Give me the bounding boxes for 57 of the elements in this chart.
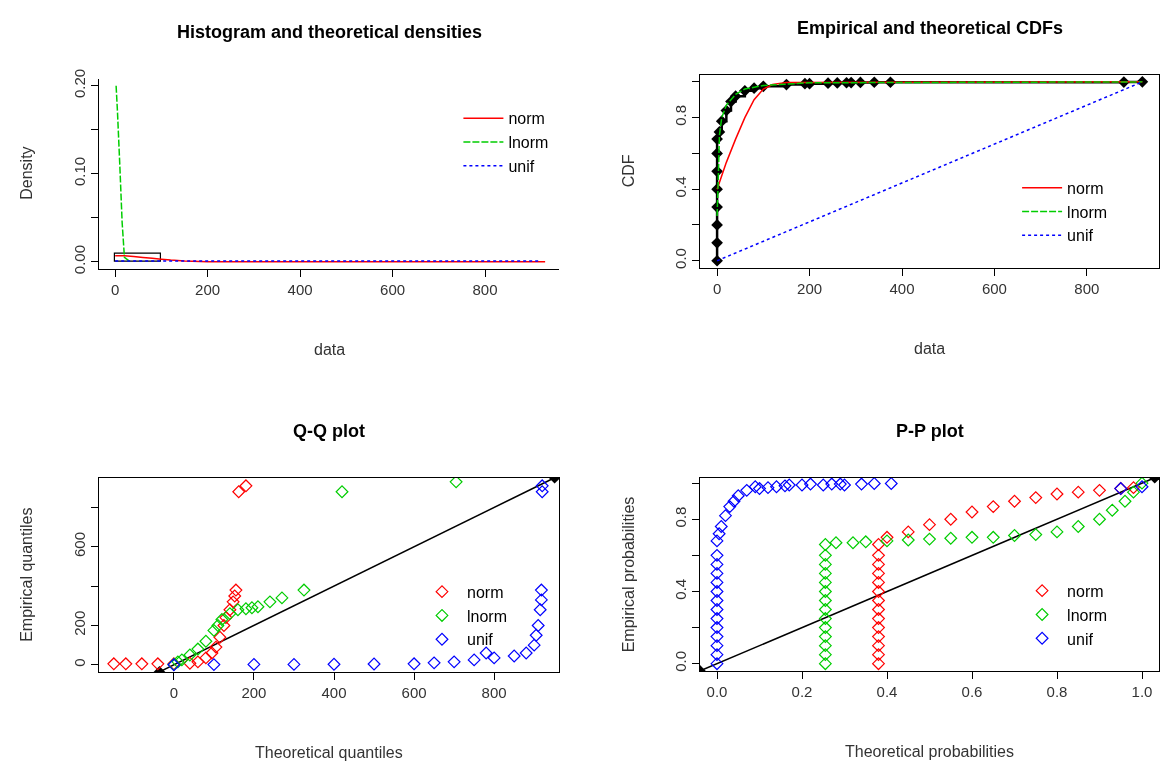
legend-label: lnorm: [467, 607, 508, 625]
x-tick-label: 600: [380, 280, 406, 298]
x-tick-label: 200: [797, 279, 823, 297]
x-axis-title: Theoretical probabilities: [845, 743, 1014, 760]
chart-title: P-P plot: [896, 421, 964, 441]
chart-title: Empirical and theoretical CDFs: [797, 18, 1064, 38]
y-tick-label: 0.8: [672, 104, 689, 126]
legend-label: lnorm: [508, 134, 549, 152]
legend-label: unif: [1067, 227, 1094, 245]
legend-label: unif: [467, 631, 494, 649]
y-tick-label: 600: [71, 532, 88, 558]
y-tick-label: 0.10: [71, 156, 88, 187]
legend-label: lnorm: [1067, 606, 1108, 624]
x-tick-label: 800: [481, 683, 507, 701]
x-tick-label: 0: [169, 683, 179, 701]
y-tick-label: 200: [71, 610, 88, 636]
y-tick-label: 0.0: [672, 651, 689, 672]
x-tick-label: 600: [981, 279, 1007, 297]
x-axis-title: data: [914, 340, 946, 357]
x-tick-label: 0.4: [876, 682, 898, 700]
x-tick-label: 400: [889, 279, 915, 297]
y-tick-label: 0.4: [672, 578, 689, 600]
y-axis-title: Empirical probabilities: [619, 496, 637, 653]
legend-label: norm: [467, 583, 504, 601]
x-tick-label: 0.2: [791, 682, 813, 700]
chart-title: Histogram and theoretical densities: [177, 22, 483, 42]
y-tick-label: 0.0: [672, 248, 689, 269]
x-tick-label: 200: [195, 280, 221, 298]
y-tick-label: 0.00: [71, 244, 88, 275]
x-tick-label: 400: [321, 683, 347, 701]
x-tick-label: 1.0: [1131, 682, 1153, 700]
x-tick-label: 0: [111, 280, 120, 298]
chart-title: Q-Q plot: [293, 421, 365, 441]
x-tick-label: 0.6: [961, 682, 983, 700]
y-tick-label: 0.4: [672, 176, 689, 198]
x-tick-label: 0.8: [1046, 682, 1068, 700]
y-axis-title: Density: [18, 146, 36, 200]
x-tick-label: 0.0: [706, 682, 728, 700]
legend-label: norm: [1067, 179, 1104, 197]
x-tick-label: 200: [241, 683, 267, 701]
x-axis-title: Theoretical quantiles: [255, 744, 403, 761]
legend-label: norm: [508, 110, 545, 128]
legend-label: norm: [1067, 582, 1104, 600]
y-tick-label: 0: [71, 658, 88, 667]
y-tick-label: 0.20: [71, 68, 88, 99]
x-tick-label: 800: [1074, 279, 1100, 297]
x-tick-label: 600: [401, 683, 427, 701]
legend-label: unif: [508, 158, 535, 176]
legend-label: unif: [1067, 630, 1094, 648]
x-axis-title: data: [314, 341, 346, 358]
x-tick-label: 400: [287, 280, 313, 298]
x-tick-label: 0: [712, 279, 722, 297]
legend-label: lnorm: [1067, 203, 1108, 221]
x-tick-label: 800: [472, 280, 498, 298]
y-axis-title: Empirical quantiles: [18, 507, 36, 642]
y-axis-title: CDF: [619, 154, 637, 188]
y-tick-label: 0.8: [672, 506, 689, 528]
